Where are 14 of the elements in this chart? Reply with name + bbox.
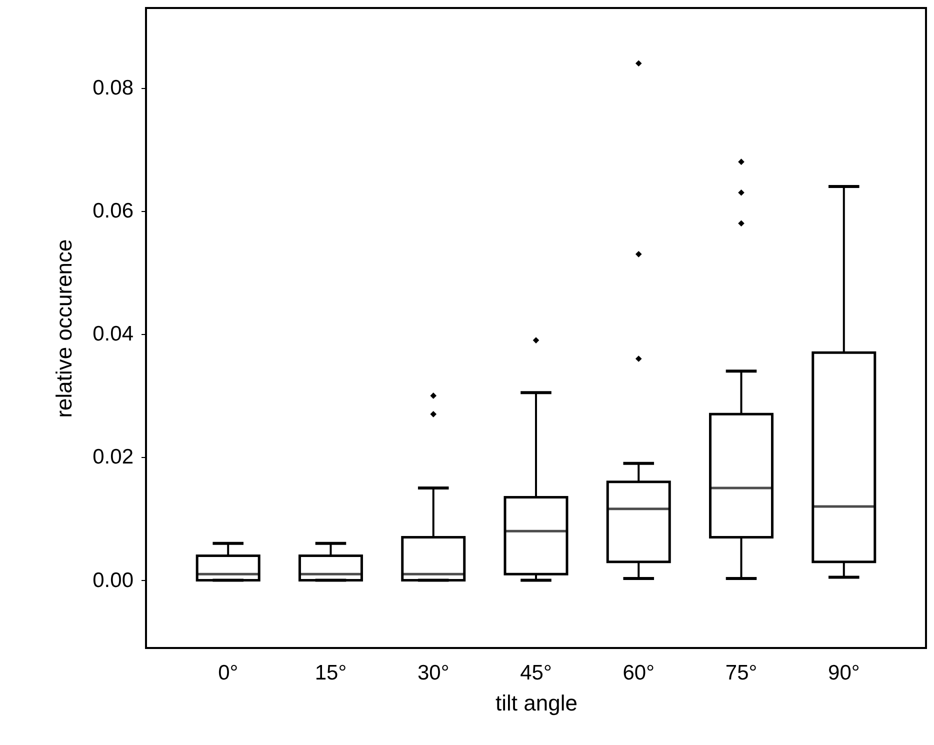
x-tick-label: 75° (725, 662, 758, 684)
y-tick-label: 0.00 (92, 568, 134, 592)
x-tick-label: 45° (520, 662, 552, 684)
y-tick-label: 0.04 (92, 322, 134, 346)
x-tick-label: 90° (828, 662, 860, 684)
y-axis-title: relative occurence (52, 239, 77, 418)
x-tick-label: 30° (417, 662, 450, 684)
x-tick-label: 60° (622, 662, 655, 684)
x-axis-title: tilt angle (496, 690, 578, 716)
x-tick-label: 0° (218, 662, 238, 684)
x-tick-label: 15° (314, 662, 347, 684)
y-tick-label: 0.02 (92, 446, 134, 469)
y-tick-label: 0.08 (92, 76, 134, 100)
y-tick-label: 0.06 (92, 200, 134, 223)
